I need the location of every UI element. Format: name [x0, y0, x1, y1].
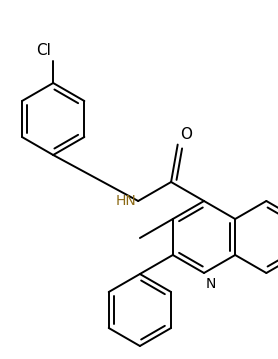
- Text: Cl: Cl: [36, 43, 51, 58]
- Text: O: O: [180, 127, 192, 141]
- Text: HN: HN: [115, 194, 136, 208]
- Text: N: N: [206, 277, 216, 291]
